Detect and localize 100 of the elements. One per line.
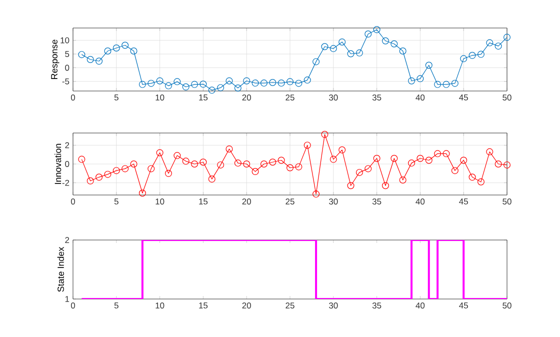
point (304, 76, 311, 84)
point (425, 156, 432, 164)
x-tick-label: 20 (242, 198, 251, 205)
point (156, 149, 164, 156)
y-tick-label: -5 (62, 78, 70, 84)
point (408, 77, 416, 84)
x-tick-label: 50 (502, 94, 512, 101)
point (468, 174, 476, 181)
point (86, 177, 94, 184)
x-tick-label: 15 (199, 198, 208, 204)
point (269, 158, 276, 166)
x-tick-label: 45 (459, 302, 468, 308)
point (104, 48, 112, 55)
point (295, 80, 302, 87)
x-tick-label: 5 (114, 198, 118, 204)
point (477, 50, 484, 58)
x-tick-label: 40 (416, 94, 425, 101)
point (174, 78, 181, 86)
point (356, 168, 363, 176)
point (112, 167, 120, 174)
point (78, 51, 86, 58)
point (460, 55, 468, 62)
point (200, 158, 207, 166)
point (408, 160, 416, 167)
point (321, 130, 328, 138)
point (338, 38, 346, 46)
point (434, 150, 442, 158)
point (234, 84, 242, 92)
point (451, 80, 458, 87)
point (373, 26, 380, 34)
point (486, 148, 494, 156)
x-tick-label: 40 (416, 198, 425, 205)
point (364, 165, 372, 172)
point (494, 42, 502, 50)
point (243, 77, 250, 84)
x-tick-label: 15 (199, 94, 208, 100)
x-tick-label: 45 (459, 94, 468, 100)
point (164, 82, 172, 90)
x-tick-label: 35 (372, 302, 382, 309)
point (312, 58, 320, 66)
x-tick-label: 15 (199, 302, 208, 308)
point (442, 150, 450, 158)
point (96, 58, 103, 65)
point (104, 170, 112, 178)
point (373, 154, 380, 162)
y-axis-title: State Index (57, 246, 64, 292)
x-tick-label: 30 (329, 94, 338, 101)
point (138, 190, 146, 197)
point (217, 84, 224, 92)
point (494, 160, 502, 168)
x-tick-label: 0 (70, 198, 76, 205)
point (312, 190, 320, 198)
point (112, 44, 120, 52)
point (122, 42, 129, 49)
point (252, 80, 259, 87)
y-axis-title: Innovation (54, 144, 62, 184)
y-tick-label: 10 (60, 37, 70, 44)
point (460, 156, 468, 164)
point (130, 48, 138, 55)
x-tick-label: 5 (114, 94, 118, 100)
point (156, 77, 164, 84)
point (286, 78, 294, 86)
x-tick-label: 35 (372, 198, 382, 205)
point (148, 165, 155, 172)
point (477, 178, 484, 186)
point (226, 145, 233, 152)
point (243, 160, 250, 168)
point (78, 156, 86, 163)
point (122, 165, 129, 172)
point (252, 168, 259, 176)
point (138, 80, 146, 88)
point (182, 83, 190, 90)
point (304, 142, 311, 149)
point (278, 80, 285, 87)
point (182, 158, 190, 165)
point (191, 80, 198, 88)
point (468, 52, 476, 59)
point (200, 80, 207, 88)
point (191, 160, 198, 168)
y-tick-label: 0 (65, 64, 70, 71)
point (382, 37, 389, 44)
y-tick-label: 2 (65, 142, 70, 148)
point (442, 80, 450, 88)
point (217, 161, 224, 168)
x-tick-label: 20 (242, 94, 251, 101)
point (208, 176, 216, 183)
point (174, 152, 181, 160)
point (416, 75, 424, 82)
y-tick-label: -2 (62, 180, 70, 186)
x-tick-label: 50 (502, 302, 512, 309)
point (278, 156, 285, 164)
x-tick-label: 20 (242, 302, 251, 309)
point (399, 176, 406, 184)
point (356, 49, 363, 56)
point (451, 167, 458, 174)
point (260, 160, 268, 168)
x-tick-label: 10 (156, 198, 164, 205)
point (330, 156, 337, 163)
y-tick-label: 1 (65, 296, 70, 302)
point (416, 154, 424, 162)
